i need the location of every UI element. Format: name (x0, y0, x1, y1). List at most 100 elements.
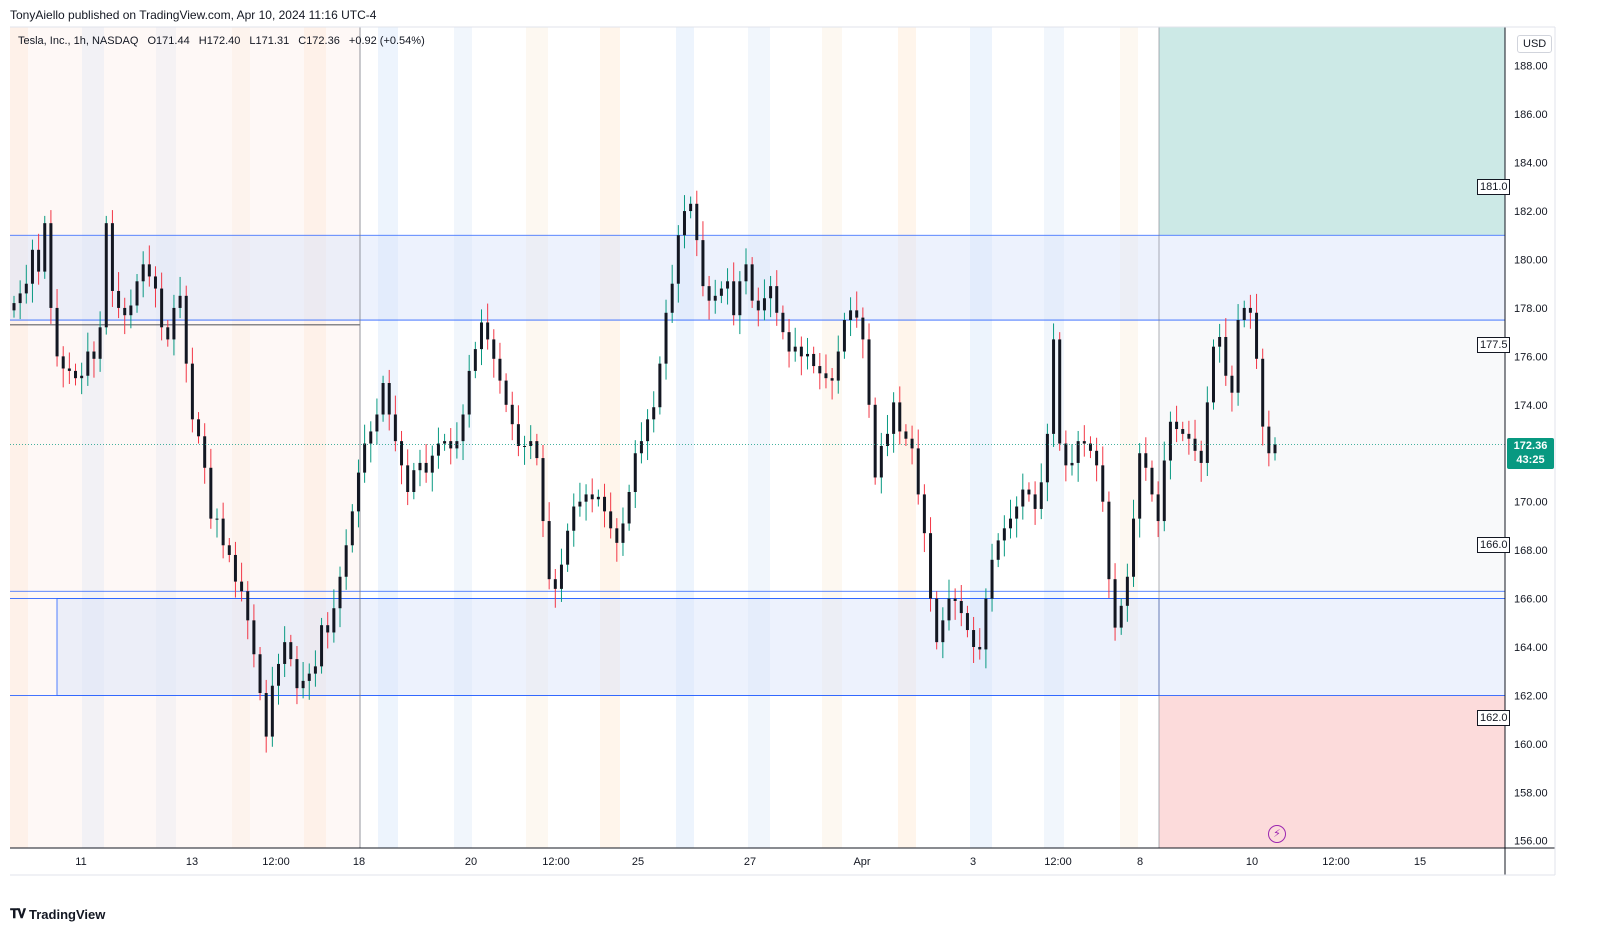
candle-body (1101, 465, 1105, 502)
candle-body (147, 264, 151, 277)
candle-body (12, 303, 16, 311)
x-tick-label: 27 (744, 856, 756, 868)
candle-body (258, 654, 262, 694)
candle-body (646, 419, 650, 442)
session-stripe (748, 27, 770, 848)
candle-body (1008, 518, 1012, 529)
candle-body (842, 320, 846, 352)
candle-body (153, 276, 157, 289)
tradingview-logo[interactable]: 𝐓𝐕 TradingView (10, 906, 105, 922)
y-tick-label: 178.00 (1514, 303, 1548, 315)
tradingview-mark-icon: 𝐓𝐕 (10, 906, 26, 921)
candle-body (264, 693, 268, 737)
candle-body (1211, 346, 1215, 403)
candle-body (578, 501, 582, 507)
candle-body (523, 445, 527, 447)
candle-body (990, 559, 994, 599)
candle-body (529, 441, 533, 446)
legend-low: L171.31 (249, 35, 290, 47)
y-tick-label: 180.00 (1514, 254, 1548, 266)
candle-body (1150, 467, 1154, 495)
candle-body (350, 511, 354, 546)
candle-body (67, 368, 71, 371)
candle-body (1088, 443, 1092, 451)
symbol-legend: Tesla, Inc., 1h, NASDAQ O171.44 H172.40 … (18, 35, 431, 47)
y-tick-label: 184.00 (1514, 158, 1548, 170)
candle-body (197, 419, 201, 437)
y-tick-label: 170.00 (1514, 497, 1548, 509)
candle-body (178, 295, 182, 308)
candle-body (233, 554, 237, 582)
candle-body (855, 310, 859, 318)
candle-body (1181, 429, 1185, 434)
candle-body (86, 351, 90, 376)
candle-body (117, 290, 121, 308)
candle-body (750, 264, 754, 301)
x-tick-label: 11 (75, 856, 86, 868)
candle-body (381, 383, 385, 415)
candle-body (929, 533, 933, 599)
candle-body (972, 630, 976, 647)
candle-body (160, 288, 164, 328)
candle-body (104, 223, 108, 328)
candle-body (1255, 312, 1259, 359)
candle-body (793, 346, 797, 352)
x-tick-label: 20 (465, 856, 477, 868)
candle-body (110, 223, 114, 291)
earlier-week-shade (10, 27, 360, 848)
lightning-icon[interactable]: ⚡ (1268, 825, 1286, 843)
currency-button[interactable]: USD (1517, 35, 1553, 53)
candle-body (621, 523, 625, 543)
candle-body (1082, 441, 1086, 444)
session-stripe (10, 27, 28, 848)
candle-body (787, 332, 791, 352)
candle-body (885, 433, 889, 446)
y-tick-label: 158.00 (1514, 787, 1548, 799)
candle-body (553, 579, 557, 589)
candle-body (596, 496, 600, 500)
x-tick-label: Apr (853, 856, 870, 868)
candle-body (658, 363, 662, 408)
candle-body (1076, 441, 1080, 463)
candle-body (190, 363, 194, 420)
candle-body (584, 494, 588, 502)
session-stripe (232, 27, 250, 848)
zone-label-target: 181.0 (1477, 179, 1510, 195)
candle-body (1015, 506, 1019, 519)
candle-body (1205, 402, 1209, 463)
candle-body (43, 223, 47, 272)
last-price-value: 172.36 (1513, 440, 1548, 452)
candle-body (676, 235, 680, 284)
y-tick-label: 164.00 (1514, 642, 1548, 654)
candle-body (412, 470, 416, 492)
candle-body (590, 494, 594, 500)
candle-body (701, 240, 705, 287)
candle-body (504, 380, 508, 405)
y-tick-label: 168.00 (1514, 545, 1548, 557)
candle-body (1058, 339, 1062, 444)
candle-body (744, 264, 748, 282)
candle-body (332, 608, 336, 633)
candle-body (941, 620, 945, 643)
candle-body (627, 491, 631, 524)
x-tick-label: 12:00 (262, 856, 290, 868)
y-tick-label: 176.00 (1514, 351, 1548, 363)
candle-body (387, 383, 391, 415)
candle-body (240, 581, 244, 592)
candle-body (313, 666, 317, 674)
candle-body (61, 356, 65, 369)
candle-body (1273, 444, 1277, 454)
session-stripe (1120, 27, 1138, 848)
candle-body (910, 438, 914, 449)
y-tick-label: 166.00 (1514, 594, 1548, 606)
zone-label-stop: 162.0 (1477, 710, 1510, 726)
candle-body (1039, 482, 1043, 509)
candle-body (1052, 339, 1056, 434)
candle-body (18, 293, 22, 304)
candle-body (92, 351, 96, 359)
candle-body (1033, 494, 1037, 509)
candle-body (1027, 489, 1031, 495)
candle-body (806, 353, 810, 357)
